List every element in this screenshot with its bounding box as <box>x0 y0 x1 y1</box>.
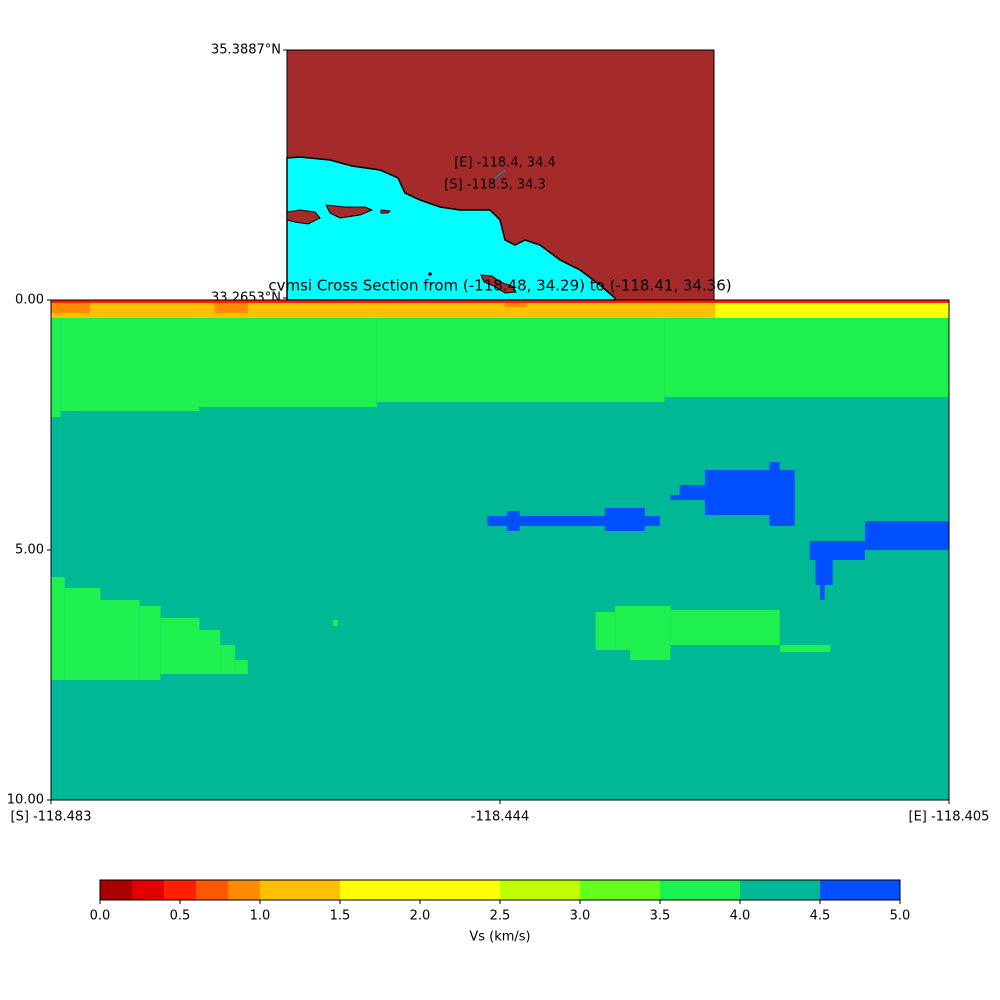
island <box>380 209 392 214</box>
cell <box>100 600 140 680</box>
island <box>428 272 432 276</box>
colorbar-label: Vs (km/s) <box>469 930 530 945</box>
x-tick-label: [S] -118.483 <box>11 810 92 825</box>
cell <box>595 612 616 650</box>
cell <box>199 630 221 674</box>
colorbar-tick-label: 1.0 <box>250 909 271 924</box>
cell <box>60 318 200 411</box>
cell <box>333 620 338 626</box>
cell <box>214 303 248 313</box>
colorbar-segment <box>340 880 500 900</box>
cell <box>670 610 780 645</box>
colorbar-segment <box>580 880 660 900</box>
cell <box>51 303 716 318</box>
colorbar-tick-label: 2.0 <box>410 909 431 924</box>
x-tick-label: [E] -118.405 <box>909 810 990 825</box>
section-path <box>492 169 506 181</box>
start-label: [S] -118.5, 34.3 <box>444 178 546 193</box>
cell <box>51 577 65 680</box>
colorbar-tick-label: 3.0 <box>570 909 591 924</box>
cell <box>769 462 780 470</box>
ocean <box>286 156 616 301</box>
cell <box>704 470 795 515</box>
cell <box>139 606 161 680</box>
colorbar-segment <box>228 880 260 900</box>
cell <box>64 588 101 680</box>
colorbar-tick-label: 1.5 <box>330 909 351 924</box>
colorbar-segment <box>196 880 228 900</box>
colorbar-tick-label: 3.5 <box>650 909 671 924</box>
cell <box>51 303 91 313</box>
map-tick-label: 35.3887°N <box>211 43 281 58</box>
y-tick-label: 10.00 <box>7 793 44 808</box>
cell <box>864 521 949 550</box>
colorbar-segment <box>660 880 740 900</box>
y-tick-label: 5.00 <box>15 543 44 558</box>
cell <box>504 303 527 307</box>
colorbar-tick-label: 5.0 <box>890 909 911 924</box>
cell <box>220 645 236 674</box>
cell <box>769 515 795 526</box>
cell <box>715 303 949 318</box>
colorbar-segment <box>164 880 196 900</box>
colorbar-segment <box>820 880 900 900</box>
cell <box>820 585 825 600</box>
cell <box>604 508 646 531</box>
cell <box>51 318 61 417</box>
x-tick-label: -118.444 <box>471 810 529 825</box>
cell <box>815 560 833 585</box>
cell <box>630 650 671 660</box>
cell <box>809 541 865 560</box>
colorbar-segment <box>740 880 820 900</box>
cell <box>199 318 377 407</box>
colorbar-tick-label: 2.5 <box>490 909 511 924</box>
colorbar: 0.0 0.5 1.0 1.5 2.0 2.5 3.0 3.5 4.0 4.5 5.0 Vs (km/… <box>90 879 911 945</box>
colorbar-segment <box>500 880 580 900</box>
colorbar-segment <box>260 880 340 900</box>
colorbar-segment <box>132 880 164 900</box>
cell <box>670 495 705 500</box>
colorbar-tick-label: 4.0 <box>730 909 751 924</box>
map: [E] -118.4, 34.4 [S] -118.5, 34.3 <box>286 49 715 301</box>
cell <box>615 606 671 650</box>
cell <box>160 618 200 674</box>
cell <box>51 300 949 303</box>
cross-section: cvmsi Cross Section from (-118.48, 34.29… <box>7 277 990 825</box>
map-ticks: 35.3887°N33.2653°N <box>211 43 287 306</box>
cell <box>235 660 248 674</box>
cell <box>376 318 665 402</box>
island <box>325 204 374 219</box>
colorbar-tick-label: 4.5 <box>810 909 831 924</box>
colorbar-tick-label: 0.5 <box>170 909 191 924</box>
cell <box>779 645 831 652</box>
cell <box>487 516 661 526</box>
cell <box>664 318 949 397</box>
colorbar-segment <box>100 880 132 900</box>
colorbar-tick-label: 0.0 <box>90 909 111 924</box>
y-tick-label: 0.00 <box>15 293 44 308</box>
section-title: cvmsi Cross Section from (-118.48, 34.29… <box>268 277 731 295</box>
end-label: [E] -118.4, 34.4 <box>454 156 556 171</box>
island <box>480 274 517 294</box>
cell <box>506 511 520 531</box>
island <box>286 209 321 225</box>
